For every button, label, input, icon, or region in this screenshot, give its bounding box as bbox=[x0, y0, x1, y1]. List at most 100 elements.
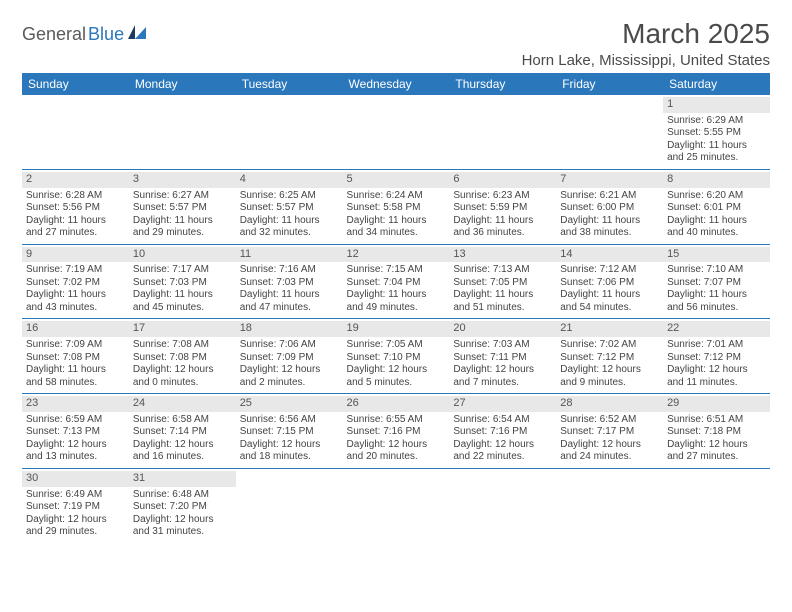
sunset-text: Sunset: 7:11 PM bbox=[453, 352, 552, 365]
daylight-text: Daylight: 12 hours and 16 minutes. bbox=[133, 439, 232, 464]
daylight-text: Daylight: 12 hours and 9 minutes. bbox=[560, 364, 659, 389]
daylight-text: Daylight: 11 hours and 38 minutes. bbox=[560, 215, 659, 240]
daylight-text: Daylight: 11 hours and 56 minutes. bbox=[667, 289, 766, 314]
calendar-cell: . bbox=[449, 95, 556, 169]
daylight-text: Daylight: 11 hours and 36 minutes. bbox=[453, 215, 552, 240]
calendar-cell: . bbox=[236, 95, 343, 169]
daylight-text: Daylight: 11 hours and 45 minutes. bbox=[133, 289, 232, 314]
sunset-text: Sunset: 7:15 PM bbox=[240, 426, 339, 439]
day-number: 12 bbox=[343, 247, 450, 263]
logo: GeneralBlue bbox=[22, 18, 148, 45]
calendar-cell: 27Sunrise: 6:54 AMSunset: 7:16 PMDayligh… bbox=[449, 394, 556, 469]
calendar-cell: . bbox=[449, 468, 556, 542]
day-number: 25 bbox=[236, 396, 343, 412]
day-header: Friday bbox=[556, 73, 663, 95]
calendar-week-row: 30Sunrise: 6:49 AMSunset: 7:19 PMDayligh… bbox=[22, 468, 770, 542]
calendar-cell: 4Sunrise: 6:25 AMSunset: 5:57 PMDaylight… bbox=[236, 169, 343, 244]
sunrise-text: Sunrise: 6:51 AM bbox=[667, 414, 766, 427]
sunrise-text: Sunrise: 7:17 AM bbox=[133, 264, 232, 277]
calendar-cell: 15Sunrise: 7:10 AMSunset: 7:07 PMDayligh… bbox=[663, 244, 770, 319]
day-number: 5 bbox=[343, 172, 450, 188]
daylight-text: Daylight: 11 hours and 34 minutes. bbox=[347, 215, 446, 240]
calendar-cell: 29Sunrise: 6:51 AMSunset: 7:18 PMDayligh… bbox=[663, 394, 770, 469]
day-header: Monday bbox=[129, 73, 236, 95]
sunrise-text: Sunrise: 6:23 AM bbox=[453, 190, 552, 203]
daylight-text: Daylight: 12 hours and 31 minutes. bbox=[133, 514, 232, 539]
daylight-text: Daylight: 12 hours and 29 minutes. bbox=[26, 514, 125, 539]
calendar-cell: . bbox=[343, 95, 450, 169]
sunset-text: Sunset: 5:57 PM bbox=[133, 202, 232, 215]
sunset-text: Sunset: 7:07 PM bbox=[667, 277, 766, 290]
sunset-text: Sunset: 7:04 PM bbox=[347, 277, 446, 290]
sunrise-text: Sunrise: 7:05 AM bbox=[347, 339, 446, 352]
sunrise-text: Sunrise: 6:49 AM bbox=[26, 489, 125, 502]
daylight-text: Daylight: 12 hours and 11 minutes. bbox=[667, 364, 766, 389]
calendar-week-row: 16Sunrise: 7:09 AMSunset: 7:08 PMDayligh… bbox=[22, 319, 770, 394]
location: Horn Lake, Mississippi, United States bbox=[522, 52, 770, 69]
sunset-text: Sunset: 7:16 PM bbox=[453, 426, 552, 439]
sunset-text: Sunset: 7:08 PM bbox=[133, 352, 232, 365]
sunrise-text: Sunrise: 6:24 AM bbox=[347, 190, 446, 203]
day-header-row: Sunday Monday Tuesday Wednesday Thursday… bbox=[22, 73, 770, 95]
sunset-text: Sunset: 7:20 PM bbox=[133, 501, 232, 514]
sunrise-text: Sunrise: 7:03 AM bbox=[453, 339, 552, 352]
daylight-text: Daylight: 12 hours and 2 minutes. bbox=[240, 364, 339, 389]
calendar-week-row: ......1Sunrise: 6:29 AMSunset: 5:55 PMDa… bbox=[22, 95, 770, 169]
sunrise-text: Sunrise: 6:58 AM bbox=[133, 414, 232, 427]
day-header: Saturday bbox=[663, 73, 770, 95]
sunrise-text: Sunrise: 7:01 AM bbox=[667, 339, 766, 352]
daylight-text: Daylight: 12 hours and 0 minutes. bbox=[133, 364, 232, 389]
sunrise-text: Sunrise: 7:08 AM bbox=[133, 339, 232, 352]
sunset-text: Sunset: 5:59 PM bbox=[453, 202, 552, 215]
day-header: Sunday bbox=[22, 73, 129, 95]
daylight-text: Daylight: 12 hours and 27 minutes. bbox=[667, 439, 766, 464]
day-number: 18 bbox=[236, 321, 343, 337]
calendar-cell: 18Sunrise: 7:06 AMSunset: 7:09 PMDayligh… bbox=[236, 319, 343, 394]
daylight-text: Daylight: 11 hours and 32 minutes. bbox=[240, 215, 339, 240]
daylight-text: Daylight: 12 hours and 18 minutes. bbox=[240, 439, 339, 464]
day-number: 4 bbox=[236, 172, 343, 188]
calendar-cell: 10Sunrise: 7:17 AMSunset: 7:03 PMDayligh… bbox=[129, 244, 236, 319]
calendar-week-row: 23Sunrise: 6:59 AMSunset: 7:13 PMDayligh… bbox=[22, 394, 770, 469]
calendar-cell: . bbox=[22, 95, 129, 169]
sunset-text: Sunset: 7:12 PM bbox=[560, 352, 659, 365]
calendar-cell: . bbox=[663, 468, 770, 542]
calendar-cell: 21Sunrise: 7:02 AMSunset: 7:12 PMDayligh… bbox=[556, 319, 663, 394]
day-number: 26 bbox=[343, 396, 450, 412]
calendar-week-row: 9Sunrise: 7:19 AMSunset: 7:02 PMDaylight… bbox=[22, 244, 770, 319]
sunset-text: Sunset: 5:58 PM bbox=[347, 202, 446, 215]
calendar-cell: 14Sunrise: 7:12 AMSunset: 7:06 PMDayligh… bbox=[556, 244, 663, 319]
calendar-cell: 11Sunrise: 7:16 AMSunset: 7:03 PMDayligh… bbox=[236, 244, 343, 319]
daylight-text: Daylight: 12 hours and 22 minutes. bbox=[453, 439, 552, 464]
sunrise-text: Sunrise: 6:55 AM bbox=[347, 414, 446, 427]
day-number: 1 bbox=[663, 97, 770, 113]
sunrise-text: Sunrise: 7:10 AM bbox=[667, 264, 766, 277]
calendar-cell: 30Sunrise: 6:49 AMSunset: 7:19 PMDayligh… bbox=[22, 468, 129, 542]
sunrise-text: Sunrise: 6:48 AM bbox=[133, 489, 232, 502]
calendar-cell: 25Sunrise: 6:56 AMSunset: 7:15 PMDayligh… bbox=[236, 394, 343, 469]
calendar-cell: 12Sunrise: 7:15 AMSunset: 7:04 PMDayligh… bbox=[343, 244, 450, 319]
daylight-text: Daylight: 12 hours and 7 minutes. bbox=[453, 364, 552, 389]
calendar-cell: 6Sunrise: 6:23 AMSunset: 5:59 PMDaylight… bbox=[449, 169, 556, 244]
sunrise-text: Sunrise: 6:21 AM bbox=[560, 190, 659, 203]
title-block: March 2025 Horn Lake, Mississippi, Unite… bbox=[522, 18, 770, 69]
calendar-cell: 26Sunrise: 6:55 AMSunset: 7:16 PMDayligh… bbox=[343, 394, 450, 469]
sunset-text: Sunset: 7:17 PM bbox=[560, 426, 659, 439]
sunset-text: Sunset: 5:55 PM bbox=[667, 127, 766, 140]
calendar-cell: . bbox=[556, 95, 663, 169]
day-number: 30 bbox=[22, 471, 129, 487]
daylight-text: Daylight: 12 hours and 24 minutes. bbox=[560, 439, 659, 464]
calendar-cell: 31Sunrise: 6:48 AMSunset: 7:20 PMDayligh… bbox=[129, 468, 236, 542]
sunrise-text: Sunrise: 6:27 AM bbox=[133, 190, 232, 203]
daylight-text: Daylight: 11 hours and 58 minutes. bbox=[26, 364, 125, 389]
calendar-cell: 7Sunrise: 6:21 AMSunset: 6:00 PMDaylight… bbox=[556, 169, 663, 244]
sunrise-text: Sunrise: 7:02 AM bbox=[560, 339, 659, 352]
calendar-cell: 9Sunrise: 7:19 AMSunset: 7:02 PMDaylight… bbox=[22, 244, 129, 319]
daylight-text: Daylight: 11 hours and 29 minutes. bbox=[133, 215, 232, 240]
calendar-cell: 1Sunrise: 6:29 AMSunset: 5:55 PMDaylight… bbox=[663, 95, 770, 169]
sunset-text: Sunset: 7:02 PM bbox=[26, 277, 125, 290]
calendar-cell: 24Sunrise: 6:58 AMSunset: 7:14 PMDayligh… bbox=[129, 394, 236, 469]
day-number: 24 bbox=[129, 396, 236, 412]
day-number: 16 bbox=[22, 321, 129, 337]
daylight-text: Daylight: 12 hours and 20 minutes. bbox=[347, 439, 446, 464]
